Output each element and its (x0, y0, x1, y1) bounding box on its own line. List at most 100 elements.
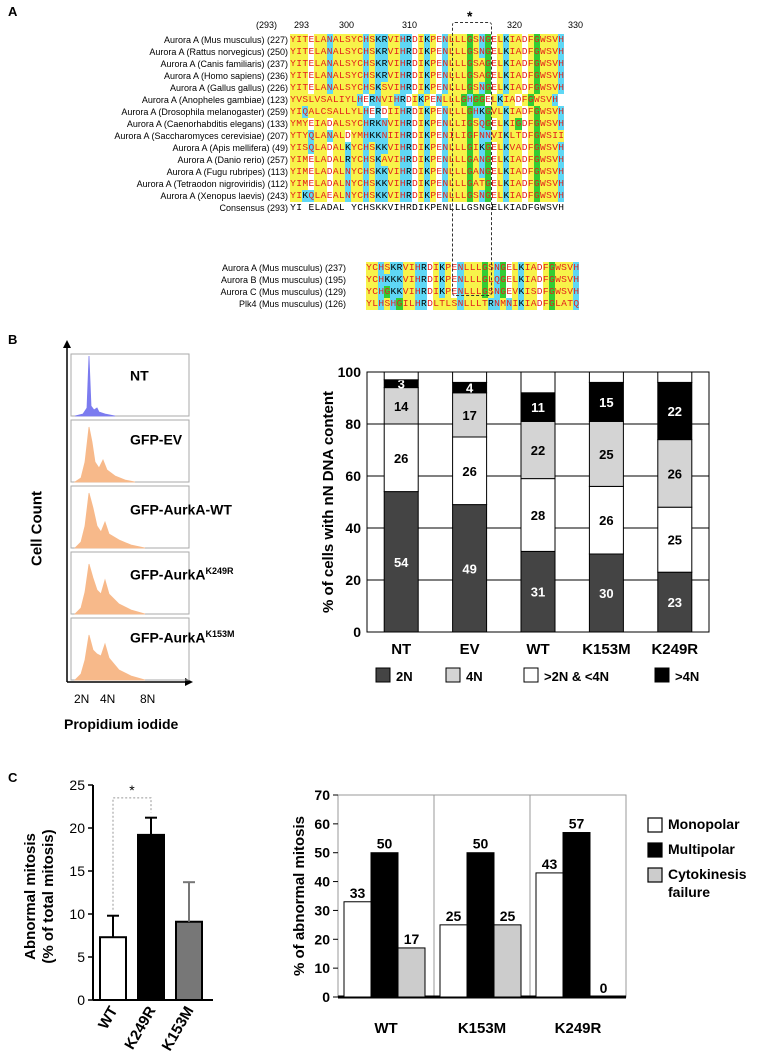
bar (343, 901, 372, 998)
seq-row: YITELANALSYCHSKRVIHRDIKPENLLLGSAGELKIADF… (290, 70, 565, 82)
legend-swatch (647, 817, 663, 833)
seq-row: YITELANALSYCHSKRVIHRDIKPENLLLGSAGELKIADF… (290, 58, 565, 70)
bar-value-label: 17 (462, 408, 476, 423)
legend-swatch (647, 867, 663, 883)
seq-row: YMYEIADALSYCHRKNVIHRDIKPENLLIGSQGELKIGDF… (290, 118, 565, 130)
bar-segment (657, 506, 693, 573)
bar-value-label: 14 (394, 399, 409, 414)
legend-swatch (375, 667, 391, 683)
bar-value-label: 15 (599, 395, 613, 410)
y-tick-label: 5 (77, 949, 85, 965)
bar (137, 833, 165, 1001)
seq-row: YCHKKKVIHRDIKPENLLLGLQGELKIADFGWSVH (366, 274, 580, 286)
y-tick-label: 20 (345, 572, 361, 588)
ruler-310: 310 (402, 20, 418, 30)
bar-segment (588, 553, 624, 633)
bar-remainder (452, 371, 488, 383)
hist-label-wt: GFP-AurkA-WT (130, 501, 232, 518)
seq-row: YLHSHGILHRDLTLSNLLLTRNMNIKIADFGLATQ (366, 298, 580, 310)
legend-label: >4N (675, 669, 699, 684)
seq-label: Aurora B (Mus musculus) (195) (220, 275, 346, 285)
histogram-trace (73, 426, 136, 483)
bar-value-label: 0 (600, 980, 608, 996)
abnormal-mitosis-chart: 0 5 10 15 20 25 WT K249R K153M * Abnormal mitosis(… (22, 777, 213, 1054)
histogram-trace (74, 634, 146, 681)
bar-value-label: 22 (531, 443, 545, 458)
bar-segment (520, 550, 556, 633)
bar (535, 872, 564, 998)
legend-label-line2: failure (668, 884, 710, 900)
bar-segment (588, 485, 624, 555)
bar (439, 924, 468, 998)
seq-label: Plk4 (Mus musculus) (126) (238, 299, 346, 309)
bar-segment (657, 571, 693, 633)
hist-label-gfp-ev: GFP-EV (130, 431, 183, 448)
y-tick-label: 25 (69, 777, 85, 793)
bar-segment (520, 392, 556, 422)
bar-value-label: 4 (466, 381, 474, 396)
bar-segment (520, 420, 556, 480)
ruler-300: 300 (339, 20, 355, 30)
bar-segment (657, 439, 693, 508)
x-tick-label: NT (391, 641, 411, 658)
hist-frame (70, 353, 190, 417)
x-tick-label: K153M (458, 1020, 506, 1037)
motif-box-top (452, 22, 492, 296)
hist-x-tick-2n: 2N (74, 692, 90, 706)
hist-x-tick-4n: 4N (100, 692, 116, 706)
bar (466, 852, 495, 998)
y-tick-label: 70 (314, 787, 330, 803)
histogram-trace (74, 492, 146, 549)
seq-row: YI ELADAL YCHSKKVIHRDIKPENLLLGSNGELKIADF… (290, 202, 565, 213)
x-tick-label: WT (374, 1020, 397, 1037)
legend-swatch (445, 667, 461, 683)
seq-label: Aurora A (Rattus norvegicus) (250) (149, 47, 288, 57)
bar-value-label: 31 (531, 585, 545, 600)
seq-label: Aurora A (Caenorhabditis elegans) (133) (126, 119, 288, 129)
bar-segment (520, 478, 556, 552)
panel-letter-b: B (8, 332, 18, 347)
bar (99, 936, 127, 1001)
ruler-330: 330 (568, 20, 584, 30)
bar-value-label: 43 (542, 856, 558, 872)
x-tick-label: K153M (159, 1004, 198, 1054)
legend-label: 2N (396, 669, 413, 684)
seq-row: YITELANALSYCHSKSVIHRDIKPENLLLGSNGELKIADF… (290, 82, 565, 94)
bar-value-label: 57 (569, 816, 585, 832)
x-tick-label: K249R (121, 1003, 159, 1052)
x-tick-label: WT (95, 1004, 121, 1033)
bar-segment (452, 436, 488, 506)
y-tick-label: 0 (322, 989, 330, 1005)
histogram-trace (74, 563, 146, 615)
bar-value-label: 23 (668, 595, 682, 610)
bar-remainder (588, 371, 624, 383)
seq-label: Aurora A (Fugu rubripes) (113) (166, 167, 288, 177)
seq-row: YCHGKKVIHRDIKPENLLLGSNGEVKISDFGWSVH (366, 286, 580, 298)
y-axis-label-line1: Abnormal mitosis (22, 833, 39, 960)
seq-row: YITELANALSYCHSKRVIHRDIKPENLLLGSNGELKIADF… (290, 46, 565, 58)
hist-label-k249r: GFP-AurkAK249R (130, 566, 234, 583)
seq-row: YITELANALSYCHSKRVIHRDIKPENLLLGSNGELKIADF… (290, 34, 565, 46)
y-tick-label: 80 (345, 416, 361, 432)
hist-x-tick-8n: 8N (140, 692, 156, 706)
y-tick-label: 0 (77, 992, 85, 1008)
bar-value-label: 54 (394, 555, 409, 570)
x-tick-label: K153M (582, 641, 630, 658)
seq-label: Aurora A (Tetraodon nigroviridis) (112) (136, 179, 288, 189)
ruler-293: 293 (294, 20, 310, 30)
legend-swatch (654, 667, 670, 683)
bar-segment (657, 381, 693, 441)
seq-label: Aurora A (Gallus gallus) (226) (169, 83, 288, 93)
bar-remainder (520, 371, 556, 394)
bar-value-label: 26 (394, 451, 408, 466)
y-tick-label: 20 (69, 820, 85, 836)
y-tick-label: 60 (314, 816, 330, 832)
seq-row: YIMELADALNYCHSKKVIHRDIKPENLLLGANGELKIADF… (290, 166, 565, 178)
bar (175, 920, 203, 1001)
bar-value-label: 26 (668, 466, 682, 481)
bar-segment (383, 491, 419, 633)
bar-value-label: 28 (531, 508, 545, 523)
bar-value-label: 11 (531, 400, 545, 415)
x-tick-label: K249R (555, 1020, 602, 1037)
